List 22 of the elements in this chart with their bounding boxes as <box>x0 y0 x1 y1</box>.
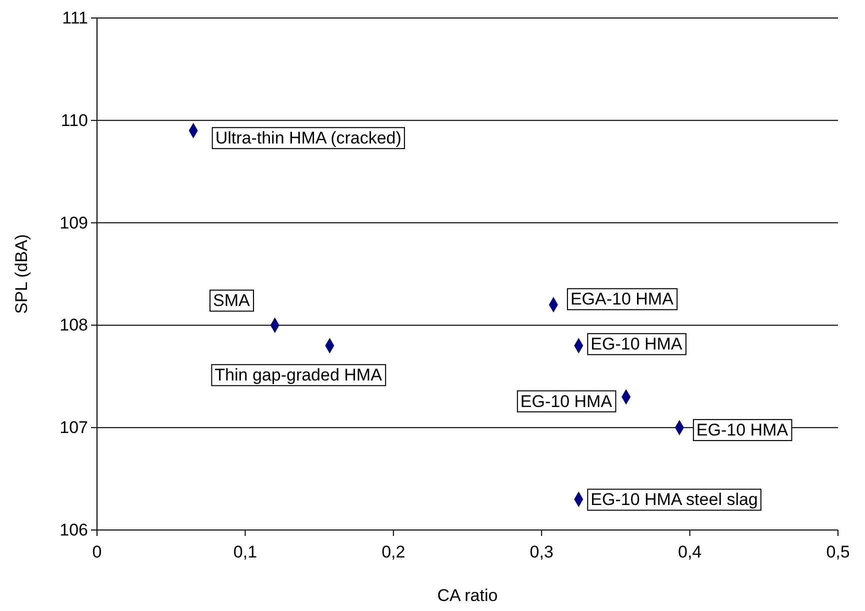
x-tick-label: 0,5 <box>826 542 850 562</box>
annotation: EG-10 HMA <box>696 420 789 440</box>
y-axis-title: SPL (dBA) <box>12 234 31 314</box>
y-tick-label: 106 <box>60 520 88 540</box>
y-tick-label: 107 <box>60 418 88 438</box>
annotation: SMA <box>212 291 250 310</box>
y-tick-label: 108 <box>60 316 88 335</box>
x-tick-label: 0,2 <box>382 542 406 562</box>
annotation: EG-10 HMA <box>590 334 683 354</box>
y-tick-label: 111 <box>62 8 88 28</box>
annotation: EG-10 HMA steel slag <box>590 490 758 510</box>
x-tick-label: 0,3 <box>530 542 554 562</box>
x-tick-label: 0,4 <box>678 542 702 562</box>
annotation: Ultra-thin HMA (cracked) <box>215 128 402 148</box>
x-tick-label: 0 <box>92 542 102 562</box>
x-axis-title: CA ratio <box>437 586 498 605</box>
annotation: EG-10 HMA <box>520 392 613 411</box>
annotation: EGA-10 HMA <box>570 290 674 309</box>
annotation: Thin gap-graded HMA <box>214 366 383 385</box>
y-tick-label: 110 <box>60 110 88 130</box>
x-tick-label: 0,1 <box>233 542 258 562</box>
y-tick-label: 109 <box>60 213 88 232</box>
